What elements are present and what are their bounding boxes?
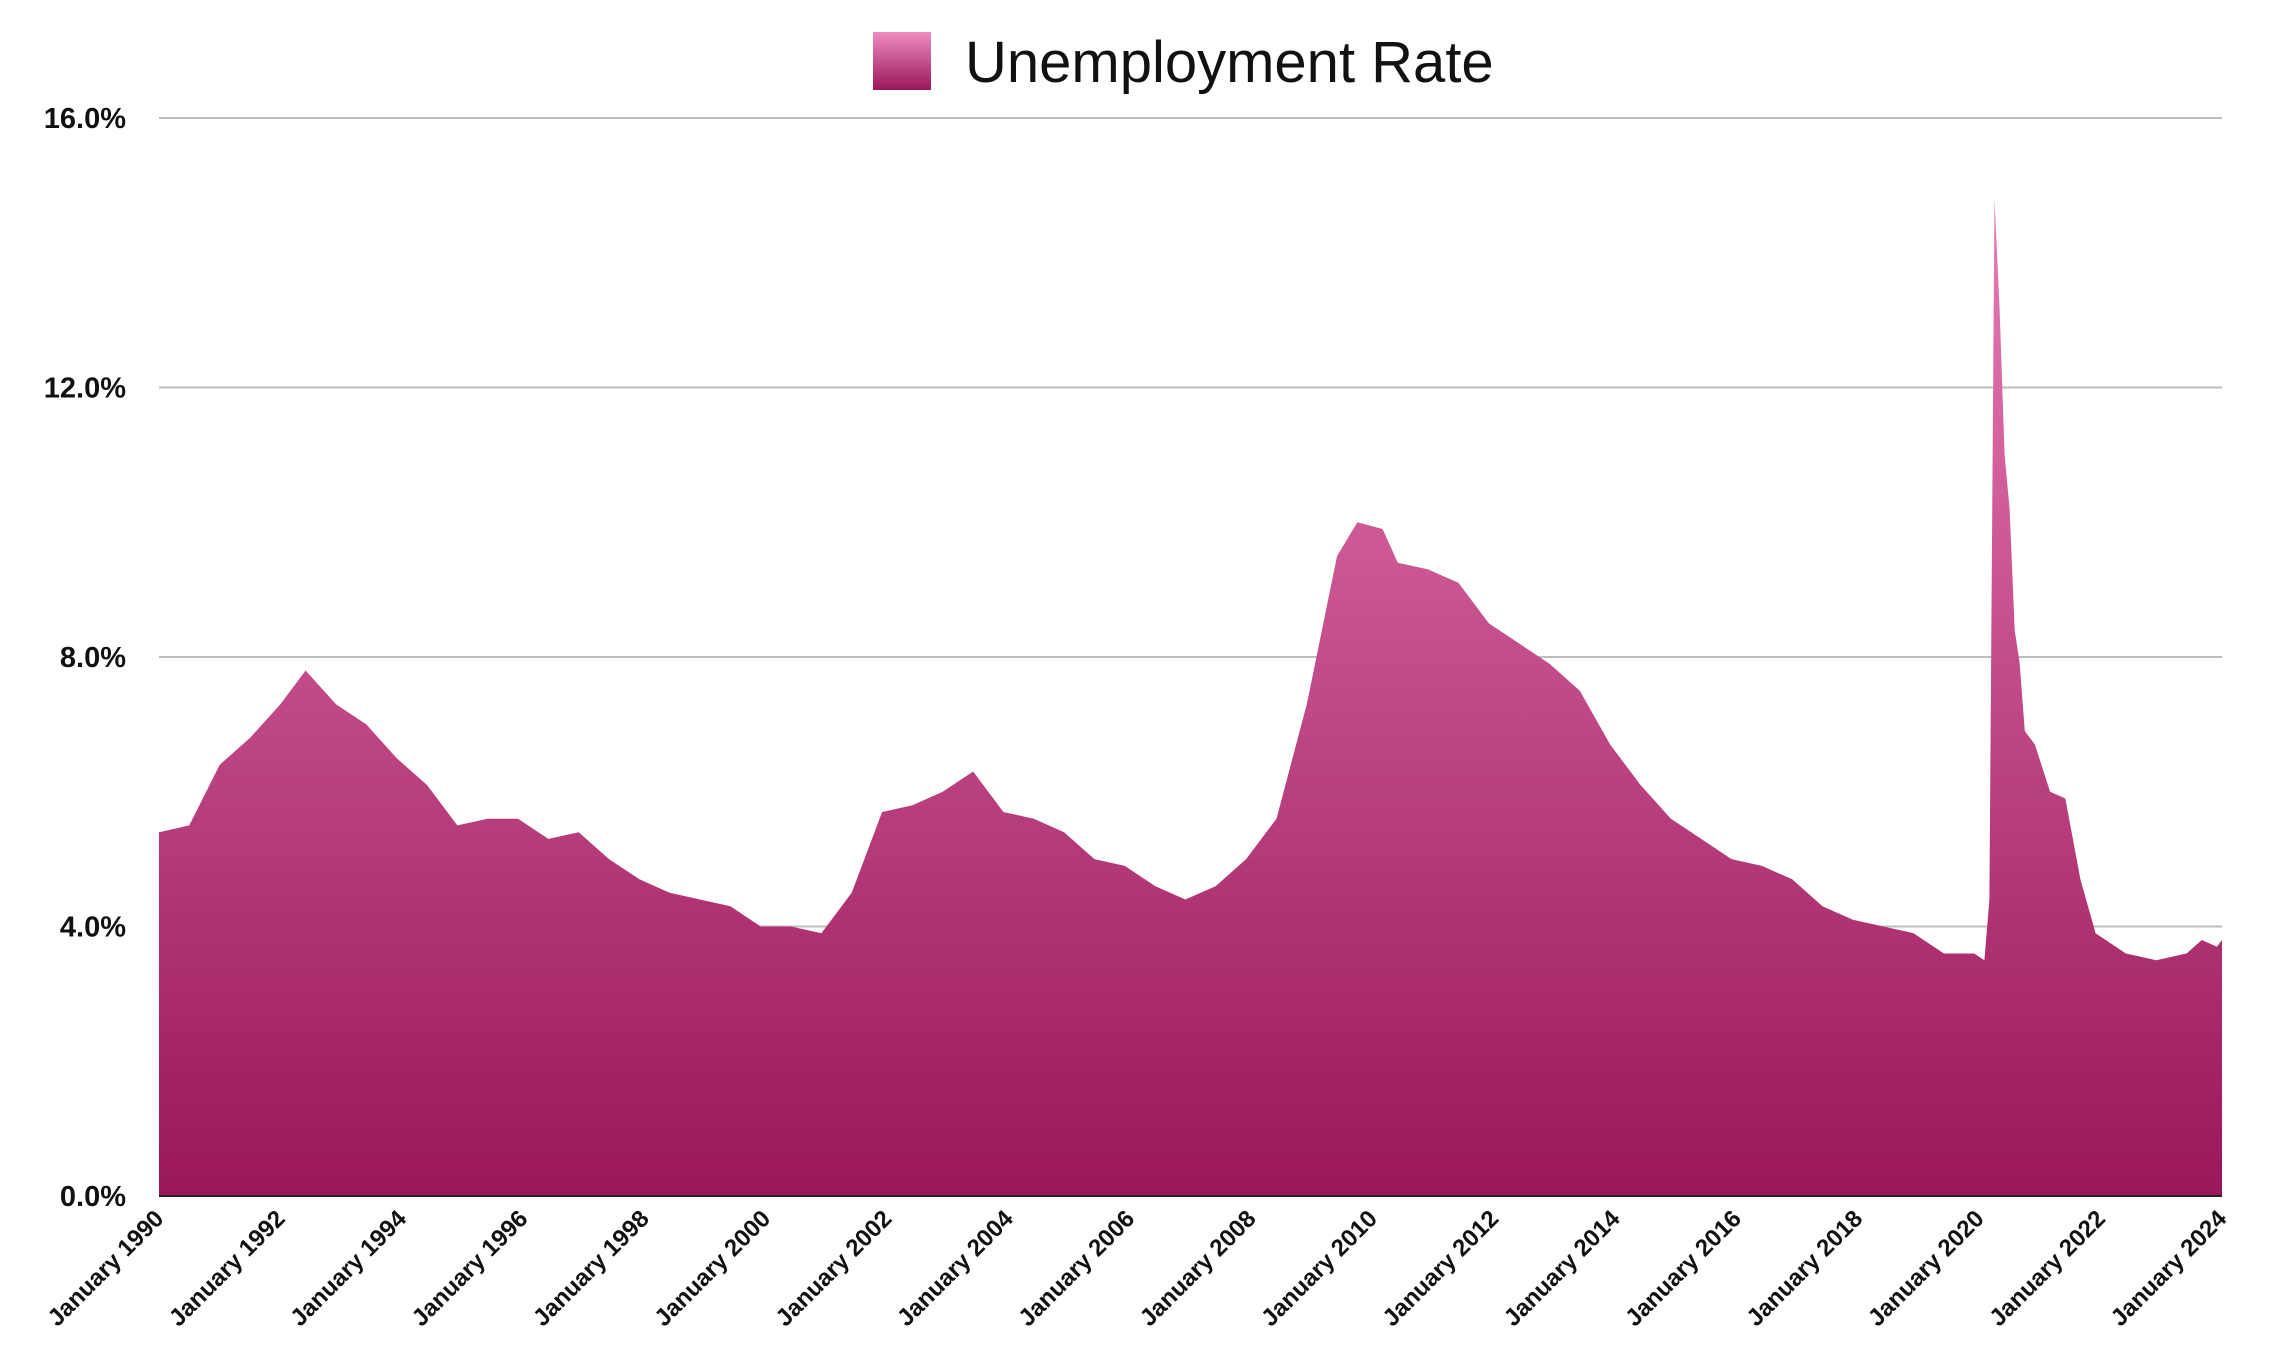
x-tick-label: January 2018 <box>1742 1205 1869 1332</box>
x-tick-label: January 2006 <box>1013 1205 1140 1332</box>
x-tick-label: January 1996 <box>407 1205 534 1332</box>
area-series <box>159 198 2222 1197</box>
y-tick-label: 0.0% <box>60 1181 126 1213</box>
y-tick-label: 12.0% <box>44 373 126 405</box>
x-tick-label: January 2024 <box>2106 1205 2233 1332</box>
y-tick-label: 16.0% <box>44 103 126 135</box>
y-tick-label: 4.0% <box>60 912 126 944</box>
x-tick-label: January 1992 <box>164 1205 291 1332</box>
y-tick-label: 8.0% <box>60 642 126 674</box>
x-tick-label: January 2010 <box>1256 1205 1383 1332</box>
x-tick-label: January 2002 <box>771 1205 898 1332</box>
legend: Unemployment Rate <box>873 30 1494 95</box>
x-tick-label: January 2022 <box>1984 1205 2111 1332</box>
x-tick-label: January 2020 <box>1863 1205 1990 1332</box>
x-tick-label: January 2012 <box>1377 1205 1504 1332</box>
legend-label-unemployment-rate: Unemployment Rate <box>965 30 1494 95</box>
x-tick-label: January 2008 <box>1135 1205 1262 1332</box>
x-tick-label: January 1990 <box>43 1205 170 1332</box>
legend-swatch <box>873 32 931 90</box>
y-axis-tick-labels: 0.0% 4.0% 8.0% 12.0% 16.0% <box>44 103 126 1213</box>
x-tick-label: January 1998 <box>528 1205 655 1332</box>
x-tick-label: January 2004 <box>892 1205 1019 1332</box>
x-tick-label: January 2000 <box>649 1205 776 1332</box>
gridlines <box>159 117 2222 928</box>
x-tick-label: January 1994 <box>285 1205 412 1332</box>
x-tick-label: January 2014 <box>1499 1205 1626 1332</box>
unemployment-rate-area <box>159 198 2222 1197</box>
x-tick-label: January 2016 <box>1620 1205 1747 1332</box>
